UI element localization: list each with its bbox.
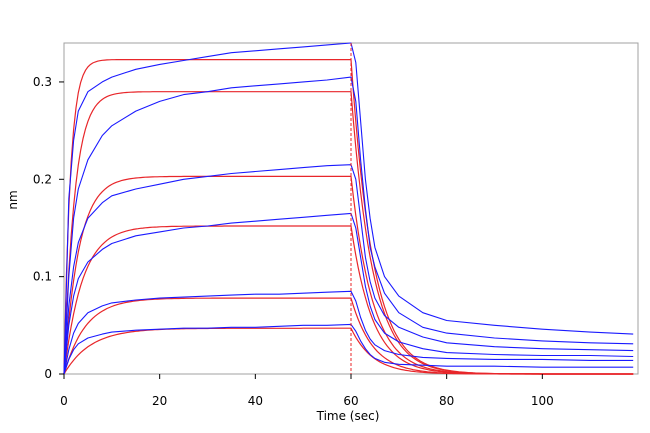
measured-curve-6 xyxy=(63,323,634,375)
measured-curve-5 xyxy=(63,290,634,375)
y-tick-label: 0 xyxy=(44,367,52,381)
y-tick-label: 0.3 xyxy=(33,75,52,89)
x-tick-label: 20 xyxy=(152,394,167,408)
y-tick-label: 0.2 xyxy=(33,172,52,186)
fit-curves xyxy=(63,58,634,375)
measured-curve-2 xyxy=(63,76,634,375)
y-tick-label: 0.1 xyxy=(33,270,52,284)
axes: 0 20 40 60 80 100 0 0.1 0.2 0.3 xyxy=(33,75,554,408)
x-tick-label: 60 xyxy=(343,394,358,408)
x-tick-label: 80 xyxy=(439,394,454,408)
x-axis-title: Time (sec) xyxy=(316,409,380,423)
x-tick-label: 0 xyxy=(60,394,68,408)
measured-curve-4 xyxy=(63,212,634,375)
measured-curve-1 xyxy=(63,42,634,375)
measured-curve-3 xyxy=(63,164,634,375)
y-axis-title: nm xyxy=(6,190,20,209)
measured-curves xyxy=(63,42,634,375)
x-tick-label: 40 xyxy=(248,394,263,408)
x-tick-label: 100 xyxy=(531,394,554,408)
